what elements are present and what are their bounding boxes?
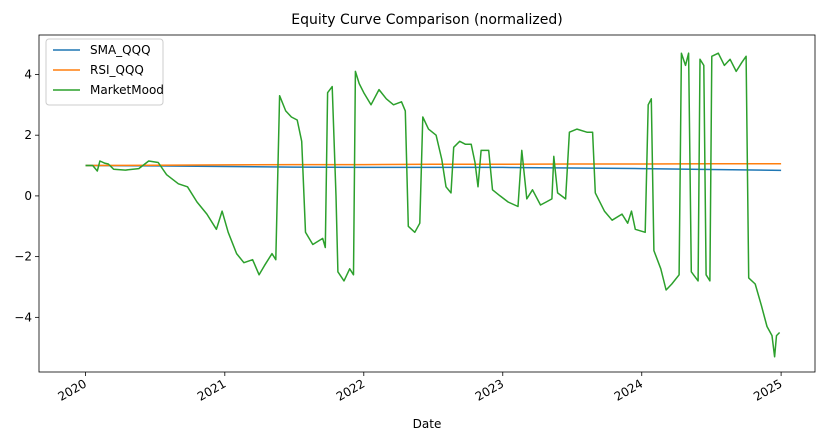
legend-label-marketmood: MarketMood: [90, 83, 164, 97]
axes-layer: 2020 2021 2022 2023 2024 2025 4 2 0 −2 −4: [14, 67, 784, 403]
x-tick-label: 2020: [55, 376, 88, 403]
x-axis-label: Date: [413, 417, 442, 431]
series-line-marketmood: [85, 52, 781, 358]
legend: SMA_QQQ RSI_QQQ MarketMood: [45, 38, 164, 106]
x-tick-label: 2022: [334, 376, 367, 403]
legend-label-rsi-qqq: RSI_QQQ: [90, 63, 144, 77]
y-tick-label: 2: [24, 128, 32, 142]
y-tick-label: −4: [14, 310, 32, 324]
legend-box: [45, 38, 164, 106]
legend-label-sma-qqq: SMA_QQQ: [90, 43, 151, 57]
plot-frame: [38, 34, 816, 373]
series-line-sma-qqq: [85, 164, 782, 172]
x-tick-label: 2023: [473, 376, 506, 403]
chart-title: Equity Curve Comparison (normalized): [291, 12, 562, 28]
series-layer: [85, 52, 782, 358]
x-tick-label: 2021: [195, 376, 228, 403]
x-tick-label: 2024: [612, 376, 645, 403]
y-tick-label: 0: [24, 189, 32, 203]
x-tick-label: 2025: [751, 376, 784, 403]
y-tick-label: 4: [24, 67, 32, 81]
series-line-rsi-qqq: [85, 162, 782, 167]
y-tick-label: −2: [14, 250, 32, 264]
